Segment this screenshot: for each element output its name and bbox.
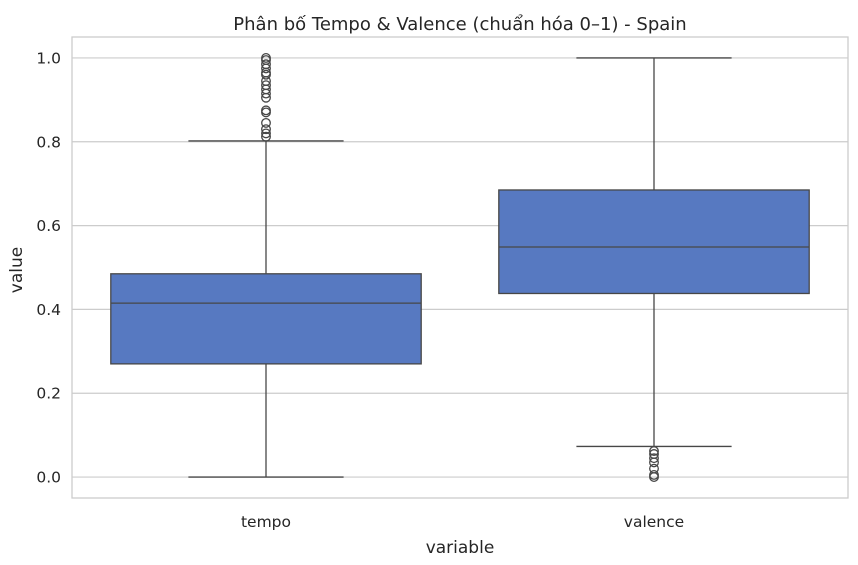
y-tick-label: 1.0 (36, 49, 61, 67)
y-tick-label: 0.6 (36, 217, 61, 235)
outlier-point (261, 80, 271, 91)
y-tick-label: 0.0 (36, 469, 61, 487)
box-tempo (110, 53, 422, 478)
y-tick-label: 0.8 (36, 133, 61, 151)
outlier-point (261, 131, 271, 142)
x-tick-labels: tempo valence (241, 513, 684, 531)
box-valence (498, 57, 810, 482)
x-tick-label: tempo (241, 513, 291, 531)
outlier-point (649, 470, 659, 480)
outlier-point (649, 453, 659, 464)
outlier-point (261, 128, 271, 139)
outlier-point (261, 117, 271, 128)
x-tick-label: valence (624, 513, 684, 531)
outlier-point (261, 105, 271, 116)
chart-title: Phân bố Tempo & Valence (chuẩn hóa 0–1) … (233, 14, 686, 35)
x-axis-label: variable (426, 538, 495, 558)
iqr-box (498, 189, 810, 295)
outlier-point (649, 463, 659, 474)
y-axis-label: value (7, 247, 27, 293)
y-tick-label: 0.4 (36, 301, 61, 319)
y-tick-labels: 0.0 0.2 0.4 0.6 0.8 1.0 (36, 49, 61, 486)
outlier-point (261, 124, 271, 135)
boxes (110, 53, 810, 482)
y-tick-label: 0.2 (36, 385, 61, 403)
iqr-box (110, 273, 422, 365)
outlier-point (649, 449, 659, 459)
plot-frame (71, 36, 849, 499)
outlier-point (261, 53, 271, 63)
outlier-point (261, 59, 271, 70)
outlier-point (649, 446, 659, 457)
